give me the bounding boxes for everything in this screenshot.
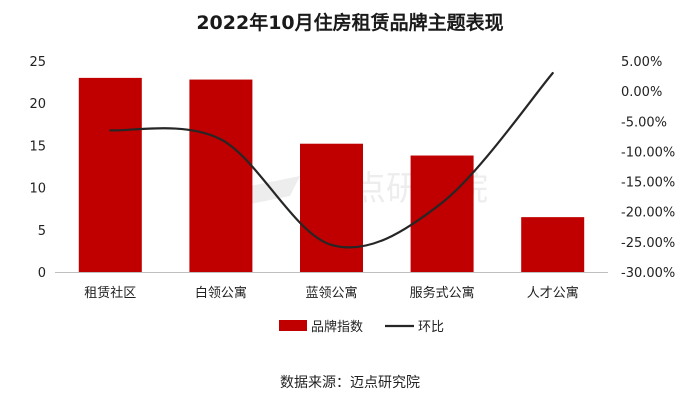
bar-2	[189, 79, 253, 273]
right-axis-tick-2: -20.00%	[621, 206, 675, 221]
category-label-5: 人才公寓	[527, 285, 579, 301]
right-axis-tick-1: -25.00%	[621, 236, 675, 251]
right-axis-tick-7: 5.00%	[621, 55, 662, 70]
right-axis-tick-6: 0.00%	[621, 85, 662, 100]
right-axis-tick-5: -5.00%	[621, 115, 667, 130]
bar-3	[300, 143, 363, 272]
category-label-3: 蓝领公寓	[305, 285, 357, 301]
left-axis-tick-5: 25	[29, 55, 46, 70]
left-axis-tick-0: 0	[38, 266, 46, 281]
right-axis-tick-3: -15.00%	[621, 176, 675, 191]
category-label-4: 服务式公寓	[410, 285, 475, 301]
right-axis-tick-0: -30.00%	[621, 266, 675, 281]
left-axis-tick-1: 5	[38, 224, 46, 239]
category-label-2: 白领公寓	[195, 285, 247, 301]
bar-5	[521, 217, 585, 272]
left-axis-tick-4: 20	[29, 97, 46, 112]
data-source-note: 数据来源：迈点研究院	[280, 375, 420, 391]
left-axis-tick-2: 10	[29, 182, 46, 197]
line-series-huanbi	[109, 72, 554, 249]
category-label-1: 租赁社区	[84, 285, 136, 301]
right-axis-tick-4: -10.00%	[621, 145, 675, 160]
legend-label-bar: 品牌指数	[311, 319, 363, 335]
legend-label-line: 环比	[418, 320, 444, 335]
bar-1	[78, 77, 142, 272]
left-axis-tick-3: 15	[29, 139, 46, 154]
chart-title: 2022年10月住房租赁品牌主题表现	[196, 12, 504, 34]
legend-swatch-bar	[279, 320, 307, 331]
bar-4	[410, 155, 474, 272]
